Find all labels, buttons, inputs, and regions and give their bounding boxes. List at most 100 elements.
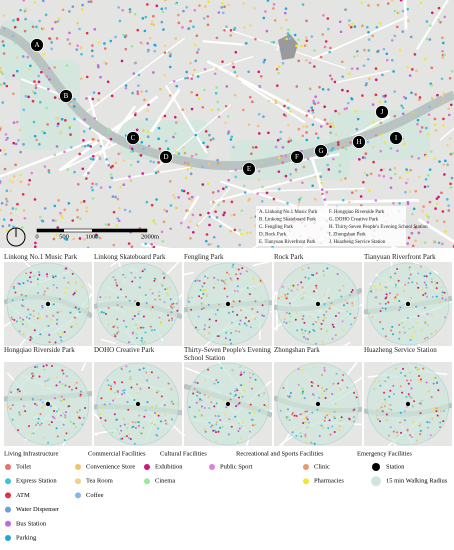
facility-dot (229, 34, 232, 37)
facility-dot (297, 127, 301, 131)
facility-dot (48, 423, 51, 426)
facility-dot (338, 429, 341, 432)
legend-swatch (5, 535, 11, 541)
facility-dot (146, 130, 150, 133)
facility-dot (306, 157, 310, 161)
facility-dot (442, 41, 445, 45)
facility-dot (297, 38, 300, 42)
facility-dot (44, 384, 47, 387)
facility-dot (312, 328, 315, 331)
facility-dot (307, 421, 310, 424)
facility-dot (183, 151, 187, 155)
facility-dot (348, 200, 351, 204)
facility-dot (130, 44, 134, 48)
facility-dot (148, 152, 152, 155)
facility-dot (432, 240, 436, 243)
facility-dot (409, 35, 413, 39)
facility-dot (321, 192, 324, 196)
facility-dot (317, 316, 320, 319)
facility-dot (191, 213, 195, 217)
facility-dot (321, 340, 324, 343)
facility-dot (308, 61, 312, 65)
facility-dot (160, 20, 164, 24)
facility-dot (39, 413, 42, 416)
facility-dot (81, 423, 84, 426)
station-letter: J (381, 108, 384, 116)
facility-dot (414, 366, 417, 369)
facility-dot (281, 161, 285, 164)
facility-dot (215, 431, 218, 434)
facility-dot (78, 416, 81, 419)
facility-dot (332, 382, 335, 385)
facility-dot (36, 422, 39, 425)
facility-dot (215, 319, 218, 322)
facility-dot (323, 105, 326, 108)
facility-dot (448, 137, 452, 140)
facility-dot (22, 305, 25, 308)
facility-dot (420, 328, 423, 331)
facility-dot (379, 321, 382, 324)
legend-group-title: Cultural Facilities (160, 450, 207, 457)
facility-dot (70, 146, 73, 149)
facility-dot (81, 167, 85, 171)
facility-dot (428, 200, 432, 204)
facility-dot (413, 53, 417, 56)
facility-dot (376, 3, 380, 7)
facility-dot (240, 384, 243, 387)
facility-dot (281, 285, 284, 288)
facility-dot (230, 321, 233, 324)
facility-dot (440, 286, 443, 289)
facility-dot (392, 333, 395, 336)
facility-dot (163, 44, 167, 48)
facility-dot (24, 94, 28, 98)
facility-dot (142, 367, 145, 370)
facility-dot (439, 426, 442, 429)
facility-dot (124, 295, 127, 298)
facility-dot (317, 384, 320, 387)
facility-dot (238, 422, 241, 425)
facility-dot (23, 29, 27, 33)
facility-dot (339, 419, 342, 422)
facility-dot (204, 289, 207, 292)
facility-dot (444, 316, 447, 319)
facility-dot (249, 371, 252, 374)
facility-dot (398, 323, 401, 326)
facility-dot (430, 332, 433, 335)
facility-dot (159, 298, 162, 301)
facility-dot (16, 120, 19, 124)
facility-dot (302, 165, 306, 169)
facility-dot (146, 3, 149, 6)
key-entry: E. Tianyuan Riverfront Park (259, 240, 316, 245)
facility-dot (411, 406, 414, 409)
facility-dot (301, 387, 304, 390)
facility-dot (426, 324, 429, 327)
scale-bar-seg (37, 229, 64, 232)
road (76, 117, 115, 147)
facility-dot (356, 54, 360, 57)
facility-dot (133, 398, 136, 401)
facility-dot (21, 193, 25, 196)
facility-dot (361, 94, 364, 97)
facility-dot (400, 431, 403, 434)
legend-label: Pharmacies (314, 478, 344, 485)
facility-dot (47, 171, 51, 174)
facility-dot (403, 419, 406, 422)
legend-label: 15 min Walking Radius (386, 478, 448, 485)
facility-dot (301, 318, 304, 321)
facility-dot (122, 159, 126, 162)
facility-dot (326, 267, 329, 270)
facility-dot (190, 107, 194, 111)
facility-dot (272, 7, 275, 10)
legend-label: Exhibition (155, 463, 183, 470)
facility-dot (333, 430, 336, 433)
facility-dot (421, 399, 424, 402)
facility-dot (224, 104, 228, 108)
facility-dot (250, 418, 253, 421)
facility-dot (374, 78, 378, 82)
facility-dot (158, 294, 161, 297)
facility-dot (118, 282, 121, 285)
facility-dot (131, 421, 134, 424)
facility-dot (260, 160, 264, 164)
road (274, 291, 277, 303)
facility-dot (433, 284, 436, 287)
